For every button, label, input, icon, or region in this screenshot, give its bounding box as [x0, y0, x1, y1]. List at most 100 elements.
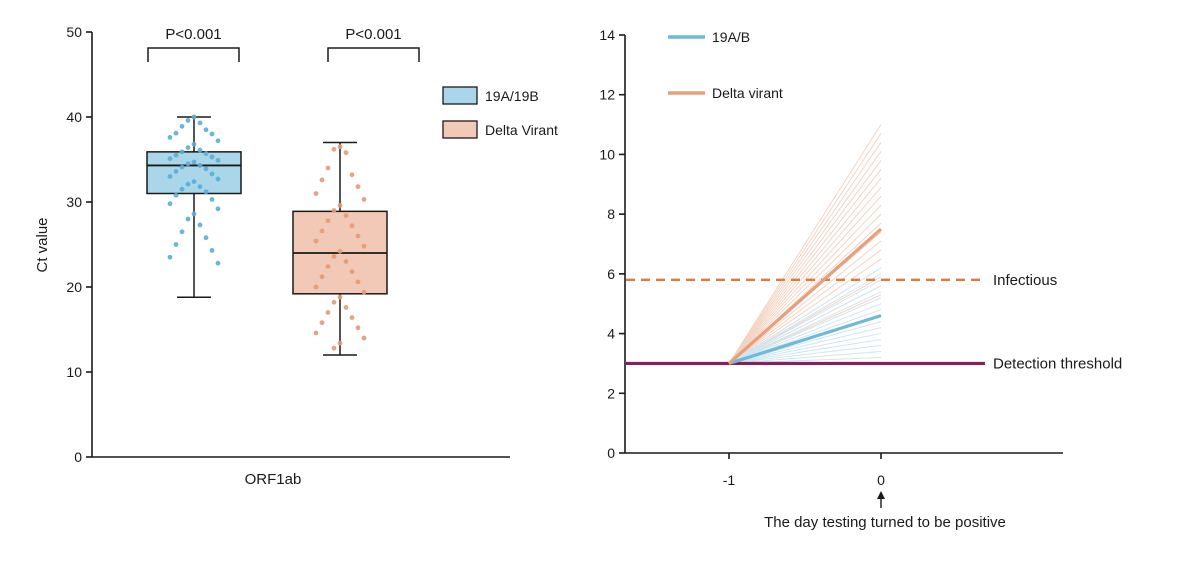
data-point: [185, 181, 191, 187]
data-point: [197, 120, 203, 126]
individual-line-delta: [728, 160, 882, 364]
individual-line-19ab: [728, 267, 882, 364]
y-tick-label-right: 4: [607, 326, 615, 342]
data-point: [185, 161, 191, 167]
data-point: [197, 222, 203, 228]
y-tick-label-right: 6: [607, 266, 615, 282]
y-tick-label-right: 8: [607, 206, 615, 222]
x-tick-label-right: -1: [723, 472, 736, 488]
data-point: [319, 320, 325, 326]
data-point: [343, 259, 349, 264]
data-point: [179, 123, 185, 129]
x-axis-note: The day testing turned to be positive: [764, 514, 1006, 531]
individual-line-delta: [728, 142, 882, 364]
individual-line-19ab: [728, 273, 882, 364]
data-point: [361, 197, 367, 202]
data-point: [167, 174, 173, 179]
data-point: [361, 243, 367, 249]
data-point: [179, 186, 185, 192]
legend-label: 19A/B: [712, 29, 750, 45]
data-point: [203, 166, 209, 172]
individual-line-19ab: [728, 303, 882, 364]
data-point: [349, 315, 355, 320]
individual-line-delta: [728, 258, 882, 364]
data-point: [313, 330, 319, 336]
data-point: [197, 163, 203, 168]
data-point: [197, 147, 203, 153]
data-point: [173, 242, 179, 247]
y-tick-label-right: 0: [607, 445, 615, 461]
data-point: [185, 118, 191, 123]
individual-line-19ab: [728, 297, 882, 364]
data-point: [209, 197, 215, 202]
y-tick-label-left: 50: [66, 24, 82, 40]
data-point: [337, 144, 343, 150]
y-tick-label-left: 10: [66, 364, 82, 380]
individual-line-19ab: [728, 279, 882, 364]
x-axis-label: ORF1ab: [245, 471, 302, 488]
individual-line-delta: [728, 213, 882, 364]
data-point: [337, 203, 343, 208]
data-point: [191, 211, 197, 217]
individual-line-delta: [728, 169, 882, 364]
data-point: [331, 254, 337, 259]
individual-line-delta: [728, 204, 882, 364]
individual-line-19ab: [728, 291, 882, 364]
p-value-label: P<0.001: [165, 26, 221, 43]
data-point: [215, 206, 221, 212]
data-point: [355, 233, 361, 239]
data-point: [325, 165, 331, 171]
data-point: [215, 157, 221, 163]
data-point: [319, 228, 325, 234]
data-point: [209, 248, 215, 253]
significance-bracket: [147, 47, 240, 62]
y-axis-label: Ct value: [34, 217, 51, 272]
data-point: [173, 152, 179, 158]
data-point: [185, 145, 191, 151]
individual-line-19ab: [728, 285, 882, 364]
data-point: [203, 189, 209, 195]
y-tick-label-right: 14: [599, 27, 615, 43]
individual-line-delta: [728, 151, 882, 364]
y-tick-label-right: 10: [599, 146, 615, 162]
data-point: [313, 284, 319, 290]
data-point: [361, 335, 367, 341]
legend-label: Delta Virant: [485, 122, 558, 138]
data-point: [167, 201, 173, 207]
data-point: [191, 141, 197, 147]
data-point: [209, 171, 215, 177]
x-tick-label-right: 0: [877, 472, 885, 488]
data-point: [313, 191, 319, 196]
data-point: [343, 213, 349, 219]
series-line-delta: [727, 227, 883, 365]
series-line-19ab: [728, 314, 882, 365]
legend-label: 19A/19B: [485, 88, 539, 104]
detection-threshold-label: Detection threshold: [993, 355, 1122, 372]
infectious-label: Infectious: [993, 272, 1057, 289]
data-point: [215, 176, 221, 182]
data-point: [331, 299, 337, 305]
data-point: [197, 184, 203, 190]
data-point: [331, 345, 337, 351]
individual-line-delta: [728, 177, 882, 364]
individual-line-delta: [728, 195, 882, 364]
data-point: [337, 294, 343, 300]
data-point: [173, 192, 179, 198]
data-point: [179, 164, 185, 170]
data-point: [167, 156, 173, 162]
data-point: [319, 177, 325, 183]
individual-line-delta: [728, 133, 882, 364]
individual-line-19ab: [728, 333, 882, 364]
individual-line-delta: [728, 186, 882, 364]
data-point: [173, 130, 179, 136]
y-tick-label-left: 40: [66, 109, 82, 125]
y-tick-label-left: 30: [66, 194, 82, 210]
individual-line-19ab: [728, 327, 882, 364]
data-point: [191, 114, 197, 120]
box-body: [146, 151, 242, 195]
data-point: [203, 235, 209, 241]
data-point: [215, 260, 221, 266]
individual-line-delta: [728, 124, 882, 364]
y-tick-label-left: 20: [66, 279, 82, 295]
